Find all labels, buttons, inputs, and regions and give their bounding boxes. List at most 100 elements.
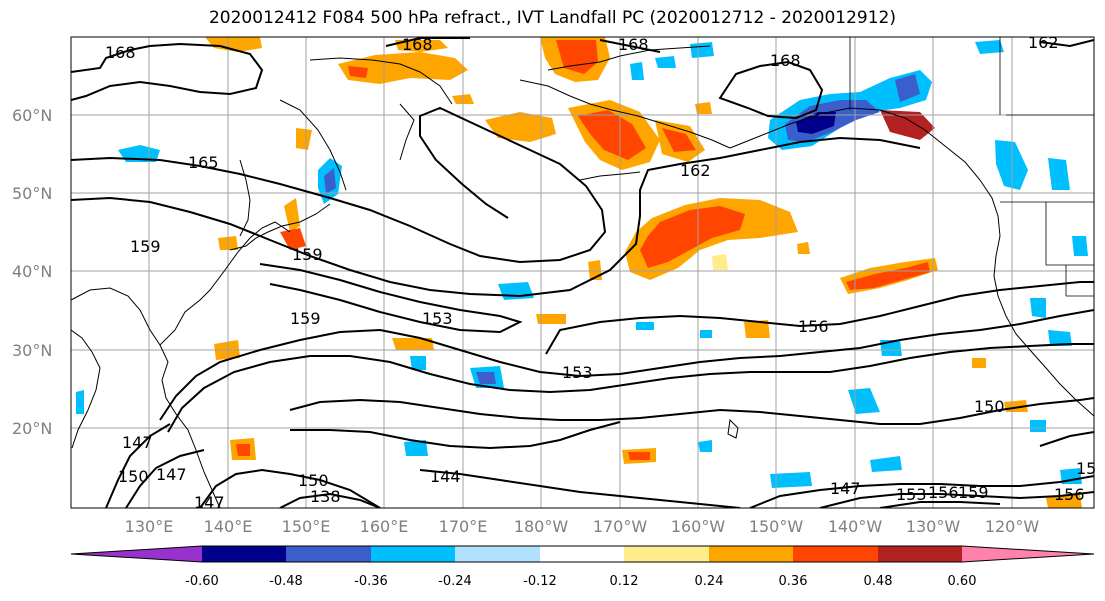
lat-labels: 60°N 50°N 40°N 30°N 20°N (12, 106, 52, 438)
shade-patch (630, 62, 644, 80)
map-frame (70, 36, 1095, 509)
contour-label: 147 (194, 493, 225, 512)
contour-label: 150 (118, 467, 149, 486)
shade-patch (712, 254, 728, 270)
chart-title: 2020012412 F084 500 hPa refract., IVT La… (208, 8, 896, 28)
shade-patch (640, 206, 745, 268)
contour-label: 138 (310, 487, 341, 506)
contour-label: 153 (896, 485, 927, 504)
colorbar-segment (793, 546, 878, 562)
contour-label: 156 (928, 483, 959, 502)
colorbar-tick-label: 0.24 (695, 574, 724, 589)
shade-patch (76, 390, 84, 414)
contour-label: 150 (974, 397, 1005, 416)
shade-patch (578, 110, 646, 160)
shade-patch (690, 42, 714, 58)
colorbar-segment (71, 546, 202, 562)
shade-patch (324, 168, 336, 194)
lon-label: 180°W (514, 517, 569, 536)
shade-patch (744, 320, 770, 338)
shade-patch (695, 102, 712, 114)
shade-patch (636, 322, 654, 330)
shade-patch (662, 128, 696, 152)
shade-patch (628, 452, 650, 460)
shade-patch (485, 112, 556, 142)
lat-label-40n: 40°N (12, 262, 52, 281)
contour-label: 150 (298, 471, 329, 490)
shade-patch (348, 66, 368, 78)
contour-label: 156 (798, 317, 829, 336)
colorbar-segment (624, 546, 709, 562)
contour-label: 168 (618, 35, 649, 54)
colorbar-tick-label: 0.36 (779, 574, 808, 589)
shade-patch (536, 314, 566, 324)
lon-label: 130°E (125, 517, 174, 536)
lat-label-50n: 50°N (12, 184, 52, 203)
shade-patch (880, 110, 935, 140)
gridlines (71, 37, 1094, 508)
shaded-fields (76, 37, 1088, 508)
shade-patch (476, 372, 496, 384)
lat-label-20n: 20°N (12, 419, 52, 438)
lon-label: 130°W (906, 517, 961, 536)
colorbar-segment (455, 546, 540, 562)
shade-patch (770, 472, 812, 488)
lon-label: 160°E (360, 517, 409, 536)
shade-patch (1046, 494, 1082, 508)
colorbar-segment (286, 546, 371, 562)
lon-label: 150°E (282, 517, 331, 536)
lon-label: 140°W (828, 517, 883, 536)
colorbar-tick-label: 0.12 (610, 574, 639, 589)
contour-label: 15 (1076, 459, 1096, 478)
shade-patch (848, 388, 880, 414)
shade-patch (880, 340, 902, 356)
shade-patch (846, 262, 930, 290)
colorbar-segment (540, 546, 624, 562)
contour-labels: 168 168 168 168 162 165 162 159 159 159 … (105, 33, 1096, 512)
shade-patch (1048, 330, 1072, 346)
colorbar-segment (202, 546, 286, 562)
colorbar-tick-label: -0.48 (269, 574, 303, 589)
shade-patch (797, 242, 810, 254)
shade-patch (205, 37, 262, 52)
colorbar (70, 545, 1095, 563)
lat-label-60n: 60°N (12, 106, 52, 125)
contour-label: 159 (958, 483, 989, 502)
contours (71, 37, 1094, 508)
shade-patch (895, 74, 920, 102)
contour-label: 162 (1028, 33, 1059, 52)
contour-label: 144 (430, 467, 461, 486)
shade-patch (410, 356, 426, 370)
lon-label: 140°E (204, 517, 253, 536)
colorbar-labels: -0.60 -0.48 -0.36 -0.24 -0.12 0.12 0.24 … (185, 574, 976, 589)
contour-label: 165 (188, 153, 219, 172)
lon-label: 120°W (985, 517, 1040, 536)
contour-label: 147 (830, 479, 861, 498)
shade-patch (236, 444, 250, 456)
colorbar-tick-label: -0.12 (523, 574, 557, 589)
contour-label: 162 (680, 161, 711, 180)
lon-label: 170°E (439, 517, 488, 536)
shade-patch (975, 40, 1004, 54)
contour-label: 168 (770, 51, 801, 70)
shade-patch (796, 112, 836, 134)
lon-label: 150°W (749, 517, 804, 536)
shade-patch (1072, 236, 1088, 256)
contour-label: 147 (156, 465, 187, 484)
shade-patch (972, 358, 986, 368)
colorbar-tick-label: 0.60 (948, 574, 977, 589)
shade-patch (280, 228, 306, 250)
shade-patch (404, 440, 428, 456)
colorbar-tick-label: -0.24 (438, 574, 472, 589)
shade-patch (498, 282, 534, 300)
contour-label: 168 (105, 43, 136, 62)
colorbar-segment (878, 546, 962, 562)
contour-label: 159 (292, 245, 323, 264)
lon-label: 160°W (671, 517, 726, 536)
shade-patch (1030, 420, 1046, 432)
lat-label-30n: 30°N (12, 341, 52, 360)
colorbar-outline (70, 545, 1095, 563)
shade-patch (655, 56, 676, 68)
shade-patch (698, 440, 712, 452)
